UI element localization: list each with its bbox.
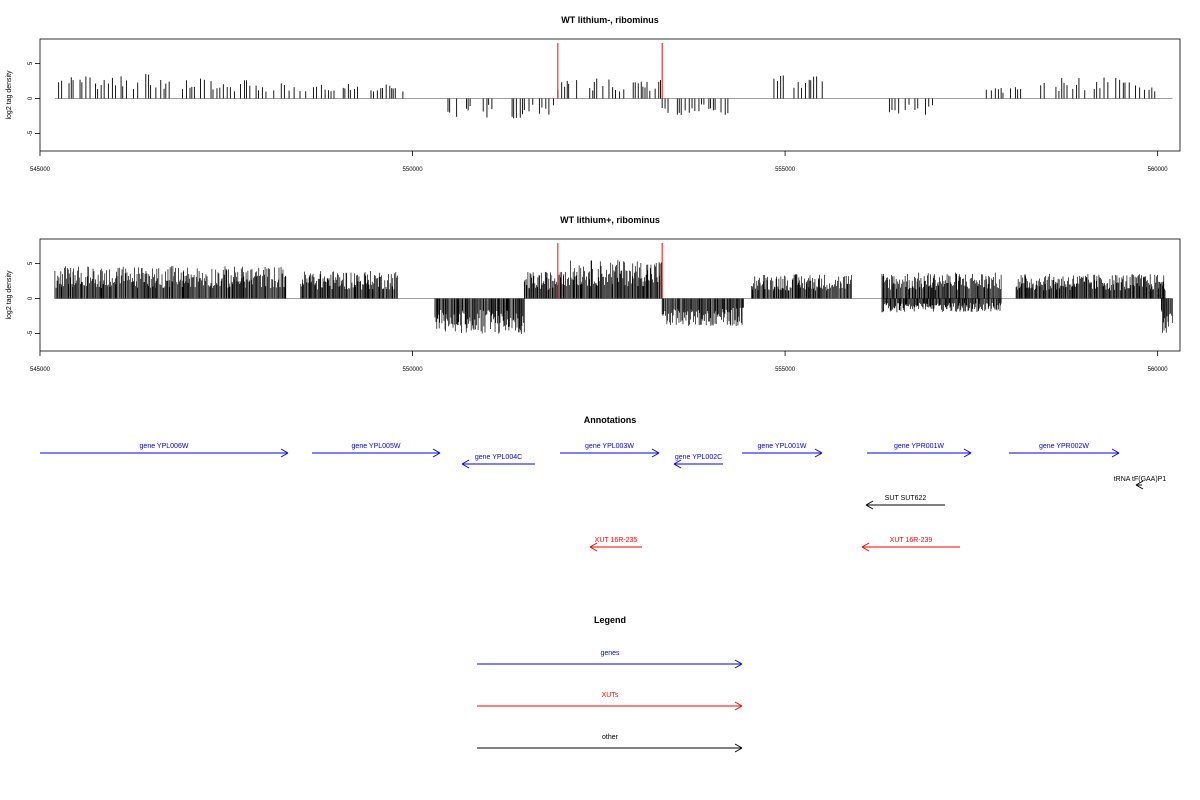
x-tick-label: 555000 xyxy=(775,367,796,373)
x-tick-label: 550000 xyxy=(403,167,424,173)
panel-title: WT lithium+, ribominus xyxy=(560,215,660,225)
annotation-feature: gene YPR001W xyxy=(867,443,972,458)
y-tick-label: 5 xyxy=(28,261,34,265)
annotation-feature: gene YPL004C xyxy=(461,454,535,469)
annotations-track: Annotations gene YPL006W gene YPL005Wgene… xyxy=(40,415,1167,552)
x-tick-label: 550000 xyxy=(403,367,424,373)
annotation-label: gene YPL001W xyxy=(758,443,807,450)
x-tick-label: 560000 xyxy=(1148,167,1169,173)
plot-frame xyxy=(39,238,1181,352)
annotation-feature: XUT 16R-239 xyxy=(861,537,960,552)
bars-group xyxy=(54,74,1173,119)
y-axis-label: log2 tag density xyxy=(6,70,13,120)
y-tick-label: 0 xyxy=(28,96,34,100)
annotation-label: gene YPL006W xyxy=(140,443,189,450)
panel-title: WT lithium-, ribominus xyxy=(561,15,659,25)
x-tick-label: 545000 xyxy=(30,167,51,173)
annotation-feature: gene YPR002W xyxy=(1009,443,1120,458)
annotation-feature: gene YPL005W xyxy=(312,443,441,458)
annotation-label: XUT 16R-239 xyxy=(890,537,933,544)
annotation-features: gene YPL006W gene YPL005W gene YPL004C gene… xyxy=(40,443,1167,552)
legend-item: other xyxy=(477,734,743,753)
x-tick-label: 555000 xyxy=(775,167,796,173)
annotation-label: gene YPL003W xyxy=(585,443,634,450)
annotation-label: gene YPL002C xyxy=(675,454,722,461)
marker-lines xyxy=(557,43,663,99)
legend-items: genes XUTs other xyxy=(477,650,743,753)
x-axis: 545000 550000 555000 560000 xyxy=(30,351,1168,373)
annotation-label: tRNA tF(GAA)P1 xyxy=(1114,476,1167,483)
bars-group xyxy=(54,260,1173,334)
panel-lithium-plus: WT lithium+, ribominus log2 tag density … xyxy=(6,215,1181,373)
legend-title: Legend xyxy=(594,615,626,625)
legend-item-label: XUTs xyxy=(602,692,619,699)
annotations-title: Annotations xyxy=(584,415,637,425)
annotation-label: gene YPR001W xyxy=(894,443,944,450)
annotation-feature: XUT 16R-235 xyxy=(589,537,642,552)
y-axis: -5 0 5 xyxy=(28,61,40,136)
legend-item: XUTs xyxy=(477,692,743,711)
y-tick-label: -5 xyxy=(28,330,34,336)
y-tick-label: -5 xyxy=(28,130,34,136)
y-tick-label: 0 xyxy=(28,296,34,300)
annotation-feature: gene YPL003W xyxy=(560,443,660,458)
legend: Legend genes XUTs other xyxy=(477,615,743,753)
annotation-label: gene YPR002W xyxy=(1039,443,1089,450)
y-axis: -5 0 5 xyxy=(28,261,40,336)
annotation-feature: gene YPL006W xyxy=(40,443,289,458)
annotation-label: SUT SUT622 xyxy=(885,495,927,502)
annotation-feature: gene YPL002C xyxy=(673,454,723,469)
x-tick-label: 560000 xyxy=(1148,367,1169,373)
y-tick-label: 5 xyxy=(28,61,34,65)
x-axis: 545000 550000 555000 560000 xyxy=(30,151,1168,173)
plot-frame xyxy=(39,38,1181,152)
annotation-feature: gene YPL001W xyxy=(742,443,823,458)
legend-item-label: other xyxy=(602,734,619,741)
panel-lithium-minus: WT lithium-, ribominus log2 tag density … xyxy=(6,15,1181,173)
annotation-feature: tRNA tF(GAA)P1 xyxy=(1114,476,1167,490)
legend-item-label: genes xyxy=(600,650,620,657)
annotation-feature: SUT SUT622 xyxy=(865,495,945,510)
annotation-label: gene YPL005W xyxy=(352,443,401,450)
annotation-label: gene YPL004C xyxy=(475,454,522,461)
y-axis-label: log2 tag density xyxy=(6,270,13,320)
annotation-label: XUT 16R-235 xyxy=(595,537,638,544)
marker-lines xyxy=(557,243,663,299)
legend-item: genes xyxy=(477,650,743,669)
x-tick-label: 545000 xyxy=(30,367,51,373)
